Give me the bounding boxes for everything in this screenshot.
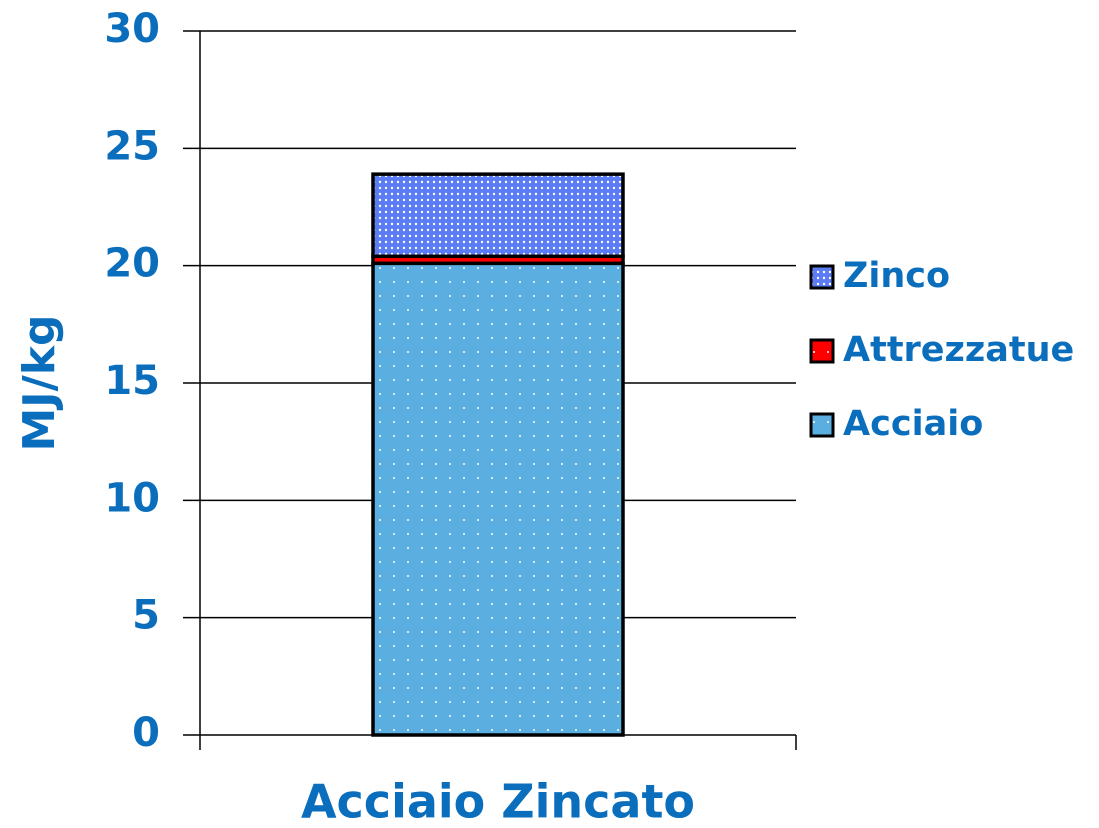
legend-swatch xyxy=(809,264,835,290)
y-axis-label: MJ/kg xyxy=(14,315,65,452)
y-tick-label: 5 xyxy=(132,593,160,639)
y-tick-label: 25 xyxy=(104,123,160,169)
x-tick-label: Acciaio Zincato xyxy=(301,775,695,828)
y-tick-label: 30 xyxy=(104,6,160,52)
y-tick-label: 20 xyxy=(104,241,160,287)
bar-segment xyxy=(371,261,625,737)
legend-label: Attrezzatue xyxy=(843,330,1074,370)
legend-label: Acciaio xyxy=(843,404,983,444)
legend-label: Zinco xyxy=(843,256,950,296)
y-tick-label: 15 xyxy=(104,358,160,404)
legend-swatch xyxy=(809,338,835,364)
legend-swatch xyxy=(809,412,835,438)
bar-segment xyxy=(371,172,625,259)
y-tick-label: 0 xyxy=(132,710,160,756)
y-tick-label: 10 xyxy=(104,475,160,521)
